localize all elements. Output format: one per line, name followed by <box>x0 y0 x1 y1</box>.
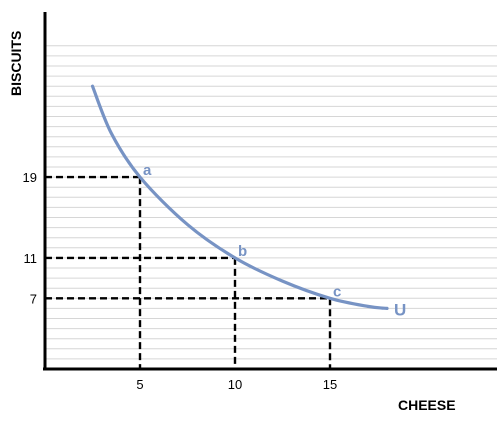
grid-lines <box>45 45 497 360</box>
x-tick-label: 10 <box>228 377 242 392</box>
x-tick-labels: 5 10 15 <box>136 377 337 392</box>
x-axis-title: CHEESE <box>398 397 456 413</box>
y-tick-label: 7 <box>30 291 37 306</box>
y-tick-label: 11 <box>24 251 38 266</box>
y-tick-label: 19 <box>23 170 37 185</box>
x-tick-label: 15 <box>323 377 337 392</box>
curve-label-u: U <box>394 300 406 319</box>
dashed-guides <box>45 175 332 369</box>
indifference-curve-u <box>90 84 389 310</box>
point-label-c: c <box>333 283 341 300</box>
x-tick-label: 5 <box>136 377 143 392</box>
point-label-a: a <box>143 162 152 179</box>
y-tick-labels: 7 11 19 <box>23 170 37 306</box>
point-label-b: b <box>238 243 247 260</box>
y-axis-title: BISCUITS <box>8 31 24 96</box>
point-labels: a b c <box>143 162 341 300</box>
